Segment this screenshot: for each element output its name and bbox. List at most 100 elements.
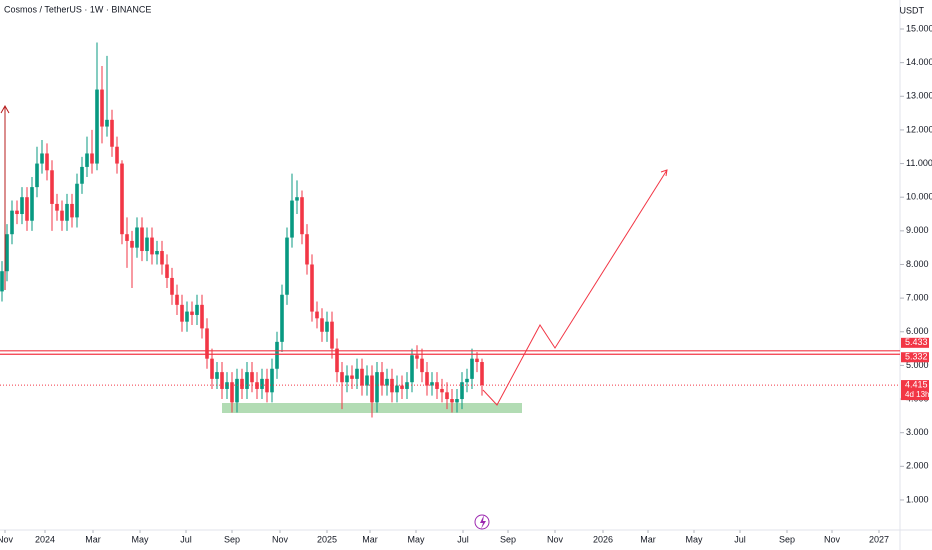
candle-body [470, 358, 474, 379]
candle-body [225, 382, 229, 389]
candle-body [160, 251, 164, 265]
candle-body [255, 382, 259, 389]
candle-body [165, 264, 169, 278]
y-tick-label: 9.000 [906, 225, 929, 235]
candle-body [465, 378, 469, 383]
last-price-box [901, 380, 929, 401]
y-tick-label: 1.000 [906, 494, 929, 504]
chart-title: Cosmos / TetherUS · 1W · BINANCE [4, 4, 151, 14]
candle-body [80, 166, 84, 184]
countdown-label: 4d 13h [905, 390, 929, 399]
candle-body [190, 311, 194, 315]
x-tick-label: Nov [547, 534, 564, 544]
candle-body [185, 311, 189, 322]
candle-body [35, 163, 39, 188]
candle-body [45, 153, 49, 171]
candle-body [195, 304, 199, 315]
candle-body [325, 321, 329, 332]
candle-body [295, 197, 299, 201]
y-tick-label: 3.000 [906, 427, 929, 437]
candle-body [65, 203, 69, 221]
candle-body [90, 153, 94, 164]
candle-body [0, 271, 4, 292]
y-tick-label: 10.000 [906, 192, 932, 202]
y-tick-label: 6.000 [906, 326, 929, 336]
candle-body [400, 385, 404, 389]
candle-body [390, 378, 394, 393]
candle-body [290, 200, 294, 238]
candle-body [305, 234, 309, 265]
event-icon [480, 515, 486, 529]
candle-body [425, 372, 429, 386]
candle-body [440, 388, 444, 393]
candle-body [110, 119, 114, 147]
candle-body [405, 382, 409, 389]
candle-body [130, 240, 134, 248]
price-label-box [901, 352, 929, 363]
candle-body [10, 210, 14, 235]
candle-body [275, 341, 279, 369]
x-tick-label: Mar [640, 534, 656, 544]
candle-body [350, 375, 354, 379]
candle-body [70, 203, 74, 218]
x-tick-label: Nov [272, 534, 289, 544]
candle-body [415, 355, 419, 359]
left-arrowhead [0, 104, 10, 114]
projection-path [482, 169, 668, 406]
candle-body [5, 234, 9, 272]
candle-body [285, 237, 289, 295]
candle-body [40, 153, 44, 164]
price-label: 5.433 [905, 337, 928, 347]
candle-body [205, 328, 209, 359]
candle-body [20, 197, 24, 215]
candle-body [395, 385, 399, 393]
marks: 1.0002.0003.0004.0005.0006.0007.0008.000… [0, 23, 932, 544]
y-tick-label: 7.000 [906, 292, 929, 302]
candle-body [15, 210, 19, 215]
x-tick-label: 2025 [317, 534, 337, 544]
candle-body [125, 234, 129, 241]
candle-body [105, 119, 109, 127]
last-price-label: 4.415 [905, 379, 928, 389]
candle-body [280, 294, 284, 342]
x-tick-label: Sep [500, 534, 516, 544]
event-icon-ring [474, 514, 490, 530]
candle-body [135, 227, 139, 248]
candle-body [240, 378, 244, 389]
x-tick-label: Jul [457, 534, 469, 544]
y-tick-label: 15.000 [906, 23, 932, 33]
x-tick-label: May [131, 534, 149, 544]
candle-body [95, 89, 99, 164]
candle-body [360, 368, 364, 386]
candle-body [375, 372, 379, 403]
candle-body [75, 183, 79, 218]
x-tick-label: Mar [85, 534, 101, 544]
candle-body [25, 197, 29, 221]
price-label: 5.332 [905, 352, 928, 362]
candle-body [150, 237, 154, 255]
candle-body [430, 382, 434, 386]
candle-body [335, 348, 339, 373]
y-tick-label: 14.000 [906, 57, 932, 67]
currency-label: USDT [900, 5, 925, 15]
candle-body [460, 382, 464, 400]
x-tick-label: Sep [224, 534, 240, 544]
candle-body [215, 372, 219, 379]
y-tick-label: 2.000 [906, 461, 929, 471]
candle-body [30, 187, 34, 221]
candle-body [170, 277, 174, 295]
y-tick-label: 11.000 [906, 158, 932, 168]
candle-body [300, 197, 304, 235]
candle-body [55, 203, 59, 211]
candle-body [85, 153, 89, 167]
candle-body [100, 89, 104, 127]
candle-body [445, 392, 449, 400]
candle-body [310, 264, 314, 312]
x-tick-label: May [685, 534, 703, 544]
candle-body [380, 372, 384, 386]
x-tick-label: Nov [0, 534, 13, 544]
y-tick-label: 5.000 [906, 360, 929, 370]
candle-body [140, 227, 144, 252]
x-tick-label: 2024 [35, 534, 55, 544]
